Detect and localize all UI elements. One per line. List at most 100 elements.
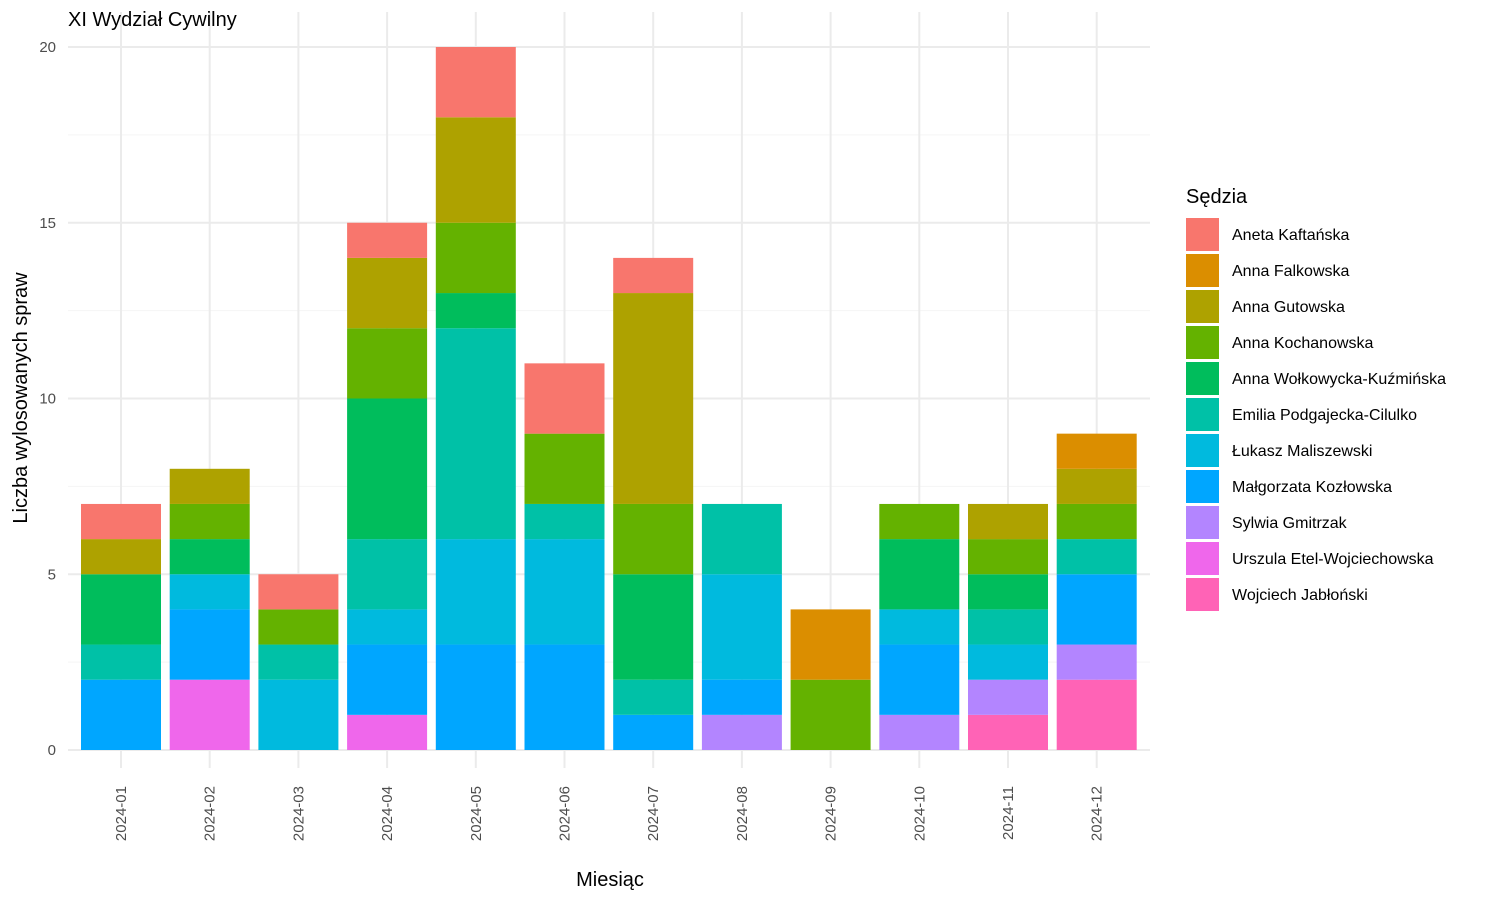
bar-segment	[613, 257, 694, 294]
bar-segment	[1056, 539, 1137, 575]
bar-segment	[613, 714, 694, 750]
x-tick-label: 2024-02	[202, 786, 219, 841]
chart-title: XI Wydział Cywilny	[68, 9, 237, 31]
bar-segment	[524, 433, 605, 504]
bar-segment	[347, 328, 428, 399]
bar-segment	[347, 714, 428, 750]
bars	[81, 47, 1137, 750]
bar-segment	[968, 644, 1048, 680]
bar-segment	[169, 609, 250, 680]
bar-segment	[81, 644, 161, 680]
y-axis-ticks: 0 5 10 15 20	[39, 39, 56, 759]
bar-segment	[169, 503, 250, 540]
bar-segment	[879, 503, 960, 540]
bar-segment	[81, 503, 161, 540]
legend-label: Urszula Etel-Wojciechowska	[1232, 551, 1434, 568]
bar-segment	[1056, 433, 1137, 469]
bar-segment	[701, 574, 782, 680]
x-axis-ticks: 2024-01 2024-02 2024-03 2024-04 2024-05 2024-…	[113, 786, 1106, 841]
bar-segment	[435, 293, 516, 329]
bar-segment	[701, 714, 782, 750]
legend-title: Sędzia	[1186, 186, 1248, 208]
bar-segment	[613, 503, 694, 575]
bar-segment	[258, 574, 339, 610]
bar-segment	[879, 714, 960, 750]
bar-segment	[258, 609, 339, 645]
bar-segment	[347, 222, 428, 258]
legend-swatch	[1186, 470, 1219, 503]
bar-segment	[169, 574, 250, 610]
bar-segment	[347, 539, 428, 610]
y-tick-label: 0	[48, 742, 56, 759]
bar-segment	[701, 503, 782, 575]
legend-label: Małgorzata Kozłowska	[1232, 479, 1392, 496]
legend-label: Aneta Kaftańska	[1232, 227, 1350, 244]
bar-segment	[435, 644, 516, 750]
bar-segment	[968, 609, 1048, 645]
bar-segment	[968, 574, 1048, 610]
bar-segment	[524, 644, 605, 750]
bar-segment	[169, 679, 250, 750]
legend-swatch	[1186, 506, 1219, 539]
legend-swatch	[1186, 362, 1219, 395]
bar-segment	[968, 679, 1048, 715]
x-tick-label: 2024-05	[468, 786, 485, 841]
legend-label: Sylwia Gmitrzak	[1232, 515, 1348, 532]
legend-label: Emilia Podgajecka-Cilulko	[1232, 407, 1417, 424]
bar-segment	[169, 468, 250, 504]
bar-segment	[524, 539, 605, 645]
x-tick-label: 2024-12	[1089, 786, 1106, 841]
x-tick-label: 2024-06	[557, 786, 574, 841]
bar-segment	[1056, 503, 1137, 540]
x-axis-title: Miesiąc	[576, 869, 644, 891]
bar-segment	[879, 539, 960, 610]
x-tick-label: 2024-11	[1000, 786, 1017, 840]
legend-swatch	[1186, 326, 1219, 359]
bar-segment	[790, 679, 871, 750]
legend-swatch	[1186, 398, 1219, 431]
bar-segment	[524, 363, 605, 434]
legend-label: Anna Wołkowycka-Kuźmińska	[1232, 371, 1446, 388]
bar-segment	[968, 539, 1048, 575]
y-tick-label: 15	[39, 215, 56, 232]
legend-swatch	[1186, 254, 1219, 287]
x-tick-label: 2024-01	[113, 786, 130, 841]
bar-segment	[347, 257, 428, 329]
y-tick-label: 5	[48, 566, 56, 583]
bar-segment	[347, 609, 428, 645]
x-tick-label: 2024-04	[379, 786, 396, 841]
bar-segment	[879, 644, 960, 715]
bar-segment	[81, 539, 161, 575]
legend-swatch	[1186, 578, 1219, 611]
legend-swatch	[1186, 218, 1219, 251]
bar-segment	[1056, 574, 1137, 645]
legend-label: Wojciech Jabłoński	[1232, 587, 1368, 604]
legend-label: Anna Kochanowska	[1232, 335, 1374, 352]
x-tick-label: 2024-07	[645, 786, 662, 841]
legend-label: Anna Falkowska	[1232, 263, 1349, 280]
y-axis-title: Liczba wylosowanych spraw	[10, 272, 32, 524]
bar-segment	[613, 679, 694, 715]
bar-segment	[435, 117, 516, 223]
x-tick-label: 2024-08	[734, 786, 751, 841]
bar-segment	[258, 679, 339, 750]
bar-segment	[435, 539, 516, 645]
bar-segment	[968, 714, 1048, 750]
legend-swatch	[1186, 542, 1219, 575]
bar-segment	[347, 398, 428, 540]
bar-segment	[435, 222, 516, 294]
bar-segment	[258, 644, 339, 680]
bar-segment	[81, 574, 161, 645]
bar-segment	[1056, 644, 1137, 680]
bar-segment	[435, 47, 516, 118]
x-tick-label: 2024-03	[290, 786, 307, 841]
y-tick-label: 10	[39, 391, 56, 408]
bar-segment	[613, 574, 694, 680]
bar-segment	[435, 328, 516, 540]
bar-segment	[1056, 679, 1137, 750]
x-tick-label: 2024-10	[911, 786, 928, 841]
legend-swatch	[1186, 434, 1219, 467]
y-tick-label: 20	[39, 39, 56, 56]
